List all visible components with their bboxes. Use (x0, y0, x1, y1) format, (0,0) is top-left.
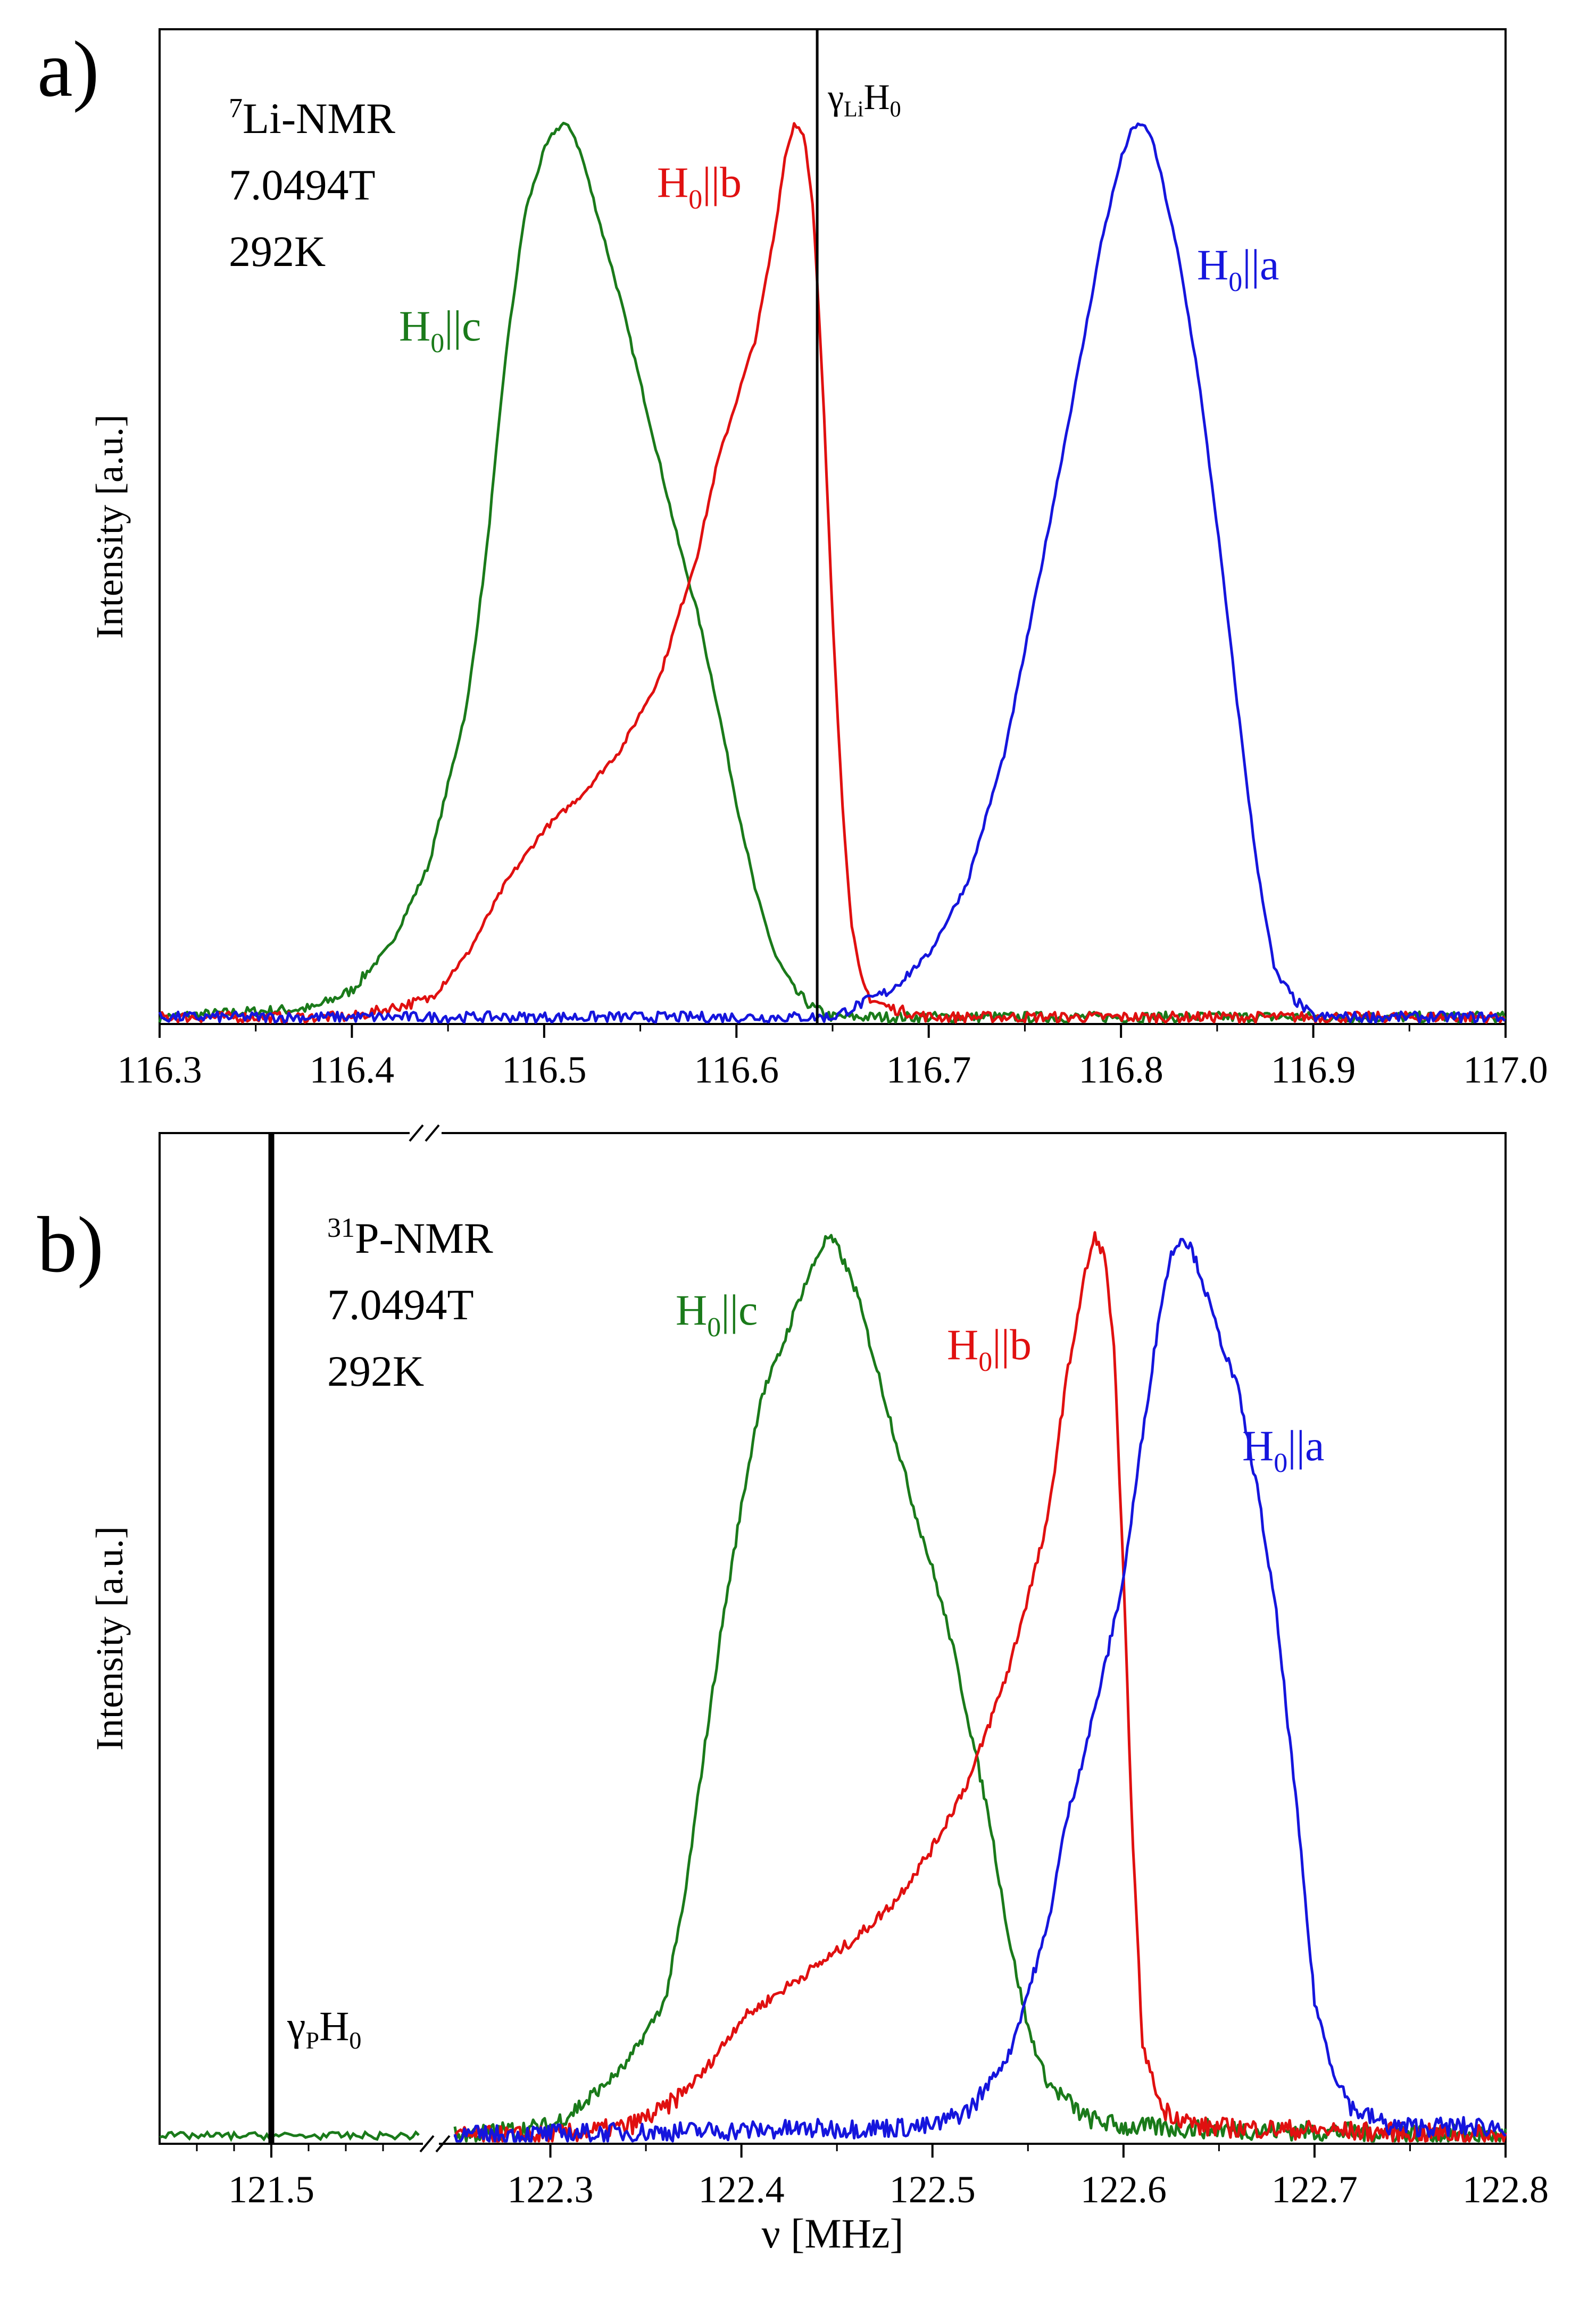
panel-a-nucleus-sup: 7 (229, 93, 243, 123)
panel-b-xtick-label: 122.8 (1462, 2168, 1549, 2211)
panel-b-label-b-main: H (947, 1320, 978, 1369)
panel-a-ref-gamma: γ (827, 77, 844, 117)
panel-a-ref-h: H (863, 77, 890, 117)
panel-a-series-a-line (158, 122, 1506, 1024)
panel-b-axis-break-top (409, 1124, 440, 1142)
panel-b-series (159, 1231, 1507, 2143)
panel-b-nucleus-main: P-NMR (355, 1214, 493, 1262)
panel-a-label-b: H0||b (657, 158, 742, 215)
panel-a-label-c: H0||c (399, 302, 481, 359)
panel-b-ref-sub: P (305, 2027, 319, 2054)
panel-b-temperature: 292K (327, 1347, 424, 1395)
panel-b-frame (159, 1132, 1507, 2145)
panel-a-label-c-sub: 0 (430, 328, 444, 359)
panel-b-label: b) (37, 1201, 104, 1289)
panel-b-axis-break-bottom (419, 2135, 451, 2153)
panel-a-xtick-label: 116.6 (694, 1048, 779, 1091)
panel-a-xtick-label: 116.5 (502, 1048, 586, 1091)
panel-a-series (158, 121, 1506, 1024)
panel-a-nucleus-main: Li-NMR (243, 94, 395, 143)
panel-a-label-c-main: H (399, 302, 430, 350)
panel-a-label: a) (37, 25, 99, 113)
panel-a-label-c-tail: ||c (444, 302, 481, 350)
panel-b-label-c-tail: ||c (721, 1286, 758, 1334)
panel-b-nucleus: 31P-NMR (327, 1213, 493, 1262)
panel-b-ticks: 121.5 122.3 122.4 122.5 122.6 122.7 122.8 (196, 2144, 1549, 2211)
panel-a-series-b-line (159, 122, 1505, 1024)
panel-b-label-a: H0||a (1242, 1421, 1324, 1478)
panel-b-label-a-sub: 0 (1274, 1448, 1287, 1478)
panel-a-ylabel: Intensity [a.u.] (88, 414, 131, 639)
panel-b-label-c: H0||c (676, 1286, 758, 1343)
panel-a-xtick-label: 117.0 (1463, 1048, 1548, 1091)
panel-a-xtick-label: 116.4 (310, 1048, 394, 1091)
panel-b-xtick-label: 122.6 (1080, 2168, 1167, 2211)
panel-b-xtick-label: 122.5 (890, 2168, 976, 2211)
panel-b-reference-label: γPH0 (287, 2003, 361, 2054)
panel-b-label-a-tail: ||a (1287, 1421, 1324, 1470)
panel-b-xtick-label: 122.3 (508, 2168, 594, 2211)
panel-a-label-a-tail: ||a (1242, 240, 1279, 289)
panel-b-label-c-main: H (676, 1286, 707, 1334)
panel-b-series-a-line (453, 1238, 1507, 2143)
panel-b-label-c-sub: 0 (707, 1312, 721, 1343)
panel-a-label-a-main: H (1197, 240, 1228, 289)
panel-b-xtick-label: 122.7 (1271, 2168, 1358, 2211)
panel-b-ref-h: H (319, 2003, 349, 2049)
panel-b-xtick-label: 122.4 (699, 2168, 785, 2211)
panel-b-ylabel: Intensity [a.u.] (88, 1526, 131, 1751)
panel-b-series-b-line (453, 1231, 1507, 2143)
panel-a-label-b-sub: 0 (688, 185, 702, 215)
panel-a: a) 116.3 116.4 116.5 116.6 116.7 116.8 116.9 11… (37, 25, 1548, 1091)
panel-a-ref-sub: Li (844, 97, 863, 122)
panel-b-label-b-tail: ||b (992, 1320, 1032, 1369)
panel-a-ref-sub2: 0 (890, 97, 901, 122)
panel-a-ticks: 116.3 116.4 116.5 116.6 116.7 116.8 116.9 117.0 (117, 1024, 1548, 1091)
panel-b-series-c-line (453, 1234, 1507, 2143)
panel-a-series-c-line (158, 121, 1506, 1024)
panel-b-nucleus-sup: 31 (327, 1213, 355, 1243)
panel-a-field: 7.0494T (229, 161, 376, 209)
x-axis-label: ν [MHz] (761, 2210, 903, 2257)
panel-b: b) 121.5 122.3 122.4 122.5 122.6 122.7 122.8 γ… (37, 1124, 1549, 2257)
panel-b-ref-sub2: 0 (349, 2027, 361, 2054)
panel-a-temperature: 292K (229, 227, 326, 276)
panel-a-label-b-main: H (657, 158, 688, 206)
panel-a-nucleus: 7Li-NMR (229, 93, 395, 143)
panel-a-xtick-label: 116.8 (1078, 1048, 1163, 1091)
panel-a-label-a-sub: 0 (1228, 267, 1242, 297)
panel-b-field: 7.0494T (327, 1280, 474, 1329)
panel-a-xtick-label: 116.3 (117, 1048, 202, 1091)
panel-a-xtick-label: 116.7 (886, 1048, 971, 1091)
panel-a-xtick-label: 116.9 (1271, 1048, 1356, 1091)
panel-b-xtick-label: 121.5 (228, 2168, 314, 2211)
panel-b-baseline-left (159, 2130, 420, 2142)
panel-a-label-a: H0||a (1197, 240, 1279, 297)
panel-b-ref-gamma: γ (287, 2003, 305, 2049)
panel-b-label-b: H0||b (947, 1320, 1032, 1377)
panel-a-reference-label: γLiH0 (827, 77, 901, 122)
panel-a-label-b-tail: ||b (702, 158, 742, 206)
panel-b-label-a-main: H (1242, 1421, 1274, 1470)
panel-b-label-b-sub: 0 (978, 1347, 992, 1377)
